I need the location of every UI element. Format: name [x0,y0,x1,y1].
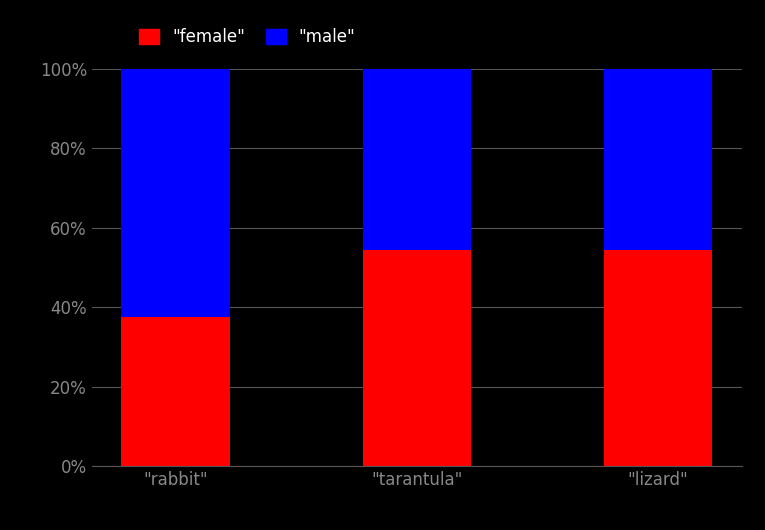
Bar [122,317,230,466]
Bar [363,69,471,250]
Bar [363,250,471,466]
Bar [604,69,712,250]
Bar [604,250,712,466]
Legend: "female", "male": "female", "male" [132,21,363,52]
Bar [122,69,230,317]
